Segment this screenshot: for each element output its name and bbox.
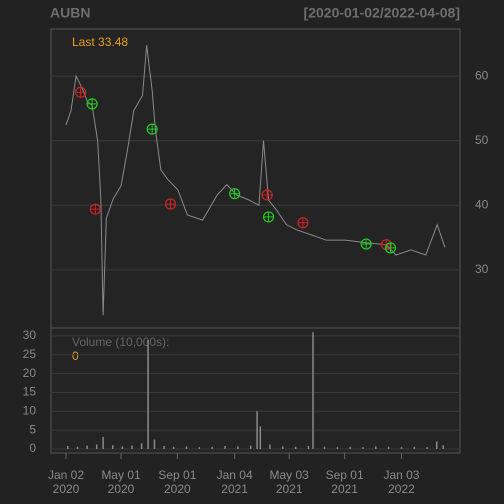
volume-bar — [249, 445, 252, 450]
x-tick-label: 2020 — [108, 482, 135, 496]
price-panel — [50, 28, 461, 329]
volume-bar — [172, 446, 175, 450]
volume-bar — [102, 436, 104, 450]
y-tick-label: 30 — [475, 262, 489, 276]
volume-bar — [86, 445, 88, 450]
volume-bar — [282, 446, 284, 450]
x-tick-label: Sep 01 — [326, 468, 364, 482]
signal-marker — [384, 242, 397, 254]
signal-marker — [360, 238, 372, 250]
x-tick-label: 2020 — [164, 482, 191, 496]
signal-marker — [75, 86, 87, 98]
volume-bar — [387, 446, 390, 450]
signal-marker — [164, 198, 177, 210]
y-tick-label: 40 — [475, 197, 489, 211]
chart-title: AUBN — [50, 5, 90, 21]
volume-bar — [185, 446, 188, 450]
volume-bar — [95, 444, 98, 450]
y-tick-label: 25 — [23, 347, 37, 361]
volume-bar — [400, 447, 403, 450]
volume-bar — [312, 332, 314, 450]
volume-bar — [336, 447, 339, 450]
signal-marker — [146, 123, 158, 135]
volume-bar — [413, 446, 416, 450]
y-tick-label: 20 — [23, 366, 37, 380]
volume-bar — [153, 439, 156, 450]
volume-bar — [140, 443, 143, 450]
volume-bar — [211, 446, 213, 450]
volume-bar — [163, 445, 165, 450]
y-tick-label: 30 — [23, 328, 37, 342]
price-line — [65, 45, 446, 316]
volume-bar — [121, 446, 124, 450]
x-tick-label: 2022 — [388, 482, 415, 496]
x-tick-label: May 01 — [101, 468, 141, 482]
volume-bar — [362, 447, 364, 450]
volume-bar — [269, 444, 271, 450]
x-tick-label: Jan 04 — [217, 468, 253, 482]
volume-bar — [349, 446, 351, 450]
volume-bar — [307, 445, 310, 450]
signal-marker — [86, 98, 98, 110]
signal-marker — [297, 217, 309, 229]
x-tick-label: 2021 — [331, 482, 358, 496]
volume-bar — [198, 447, 201, 450]
volume-last: 0 — [72, 349, 79, 363]
date-range: [2020-01-02/2022-04-08] — [304, 5, 460, 21]
volume-bar — [237, 446, 239, 450]
y-tick-label: 10 — [23, 403, 37, 417]
volume-label: Volume (10,000s): — [72, 335, 169, 349]
volume-bar — [323, 446, 326, 450]
volume-bar — [436, 441, 438, 450]
x-tick-label: 2021 — [276, 482, 303, 496]
x-tick-label: 2020 — [53, 482, 80, 496]
y-tick-label: 50 — [475, 133, 489, 147]
volume-bar — [147, 340, 149, 450]
volume-bar — [111, 445, 114, 450]
signal-marker — [229, 188, 241, 200]
y-tick-label: 60 — [475, 68, 489, 82]
y-tick-label: 0 — [29, 441, 36, 455]
volume-bar — [442, 445, 444, 450]
volume-panel — [50, 327, 461, 454]
x-tick-label: Jan 03 — [383, 468, 419, 482]
volume-bar — [259, 426, 262, 450]
signal-marker — [89, 203, 101, 215]
volume-bar — [256, 411, 258, 450]
volume-bar — [131, 445, 133, 450]
x-tick-label: Sep 01 — [158, 468, 196, 482]
x-tick-label: 2021 — [221, 482, 248, 496]
volume-bar — [375, 446, 377, 450]
x-tick-label: Jan 02 — [48, 468, 84, 482]
volume-bar — [76, 446, 79, 450]
signal-marker — [261, 189, 273, 201]
last-label: Last 33.48 — [72, 35, 128, 49]
x-tick-label: May 03 — [270, 468, 310, 482]
volume-bar — [67, 445, 69, 450]
volume-bar — [224, 445, 226, 450]
y-tick-label: 15 — [23, 385, 37, 399]
y-tick-label: 5 — [29, 422, 36, 436]
volume-bar — [426, 447, 428, 450]
volume-bar — [294, 446, 297, 450]
signal-marker — [262, 211, 275, 223]
